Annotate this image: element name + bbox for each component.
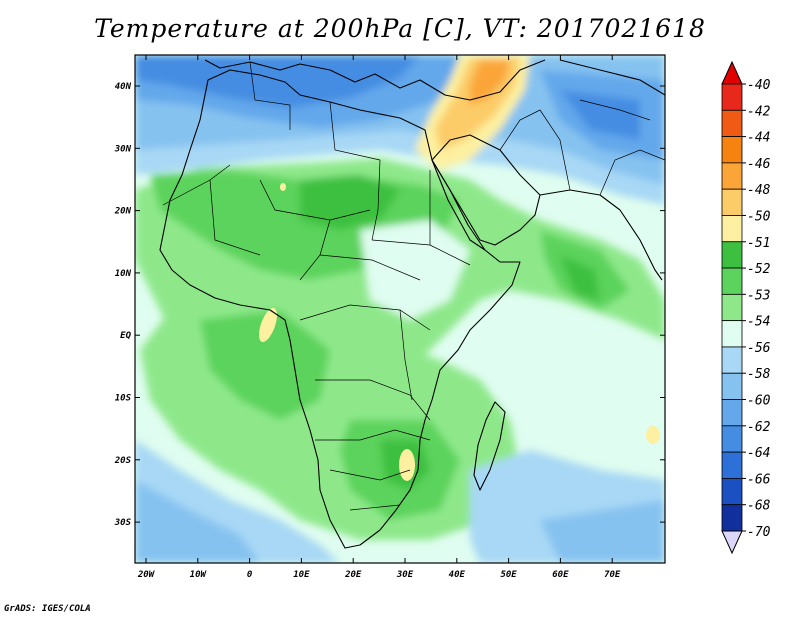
lon-label: 60E: [552, 570, 569, 580]
lon-label: 10W: [190, 570, 208, 580]
colorbar-label: -62: [747, 420, 771, 435]
lat-label: 10N: [115, 269, 132, 279]
plot-frame: [134, 54, 666, 564]
temperature-field: [135, 55, 665, 563]
colorbar-segment: [721, 451, 743, 479]
colorbar: -40 -42 -44 -46 -48 -50 -51 -52 -53 -54 -56 -58 -60 -…: [721, 60, 771, 555]
colorbar-segment: [721, 320, 743, 348]
colorbar-segment: [721, 136, 743, 164]
colorbar-segment: [721, 504, 743, 532]
lon-label: 50E: [500, 570, 517, 580]
colorbar-label: -40: [747, 78, 771, 93]
colorbar-label: -48: [747, 183, 771, 198]
colorbar-label: -64: [747, 446, 770, 461]
colorbar-label: -44: [747, 131, 770, 146]
colorbar-label: -70: [747, 525, 771, 540]
colorbar-label: -60: [747, 394, 771, 409]
colorbar-segment: [721, 478, 743, 506]
colorbar-label: -52: [747, 262, 771, 277]
colorbar-bottom-arrow: [721, 530, 743, 555]
colorbar-segment: [721, 109, 743, 137]
colorbar-segment: [721, 162, 743, 190]
colorbar-segment: [721, 215, 743, 243]
colorbar-segment: [721, 83, 743, 111]
longitude-axis: 20W 10W 0 10E 20E 30E 40E 50E 60E 70E: [137, 55, 621, 580]
colorbar-label: -46: [747, 157, 771, 172]
colorbar-segment: [721, 188, 743, 216]
latitude-axis: 40N 30N 20N 10N EQ 10S 20S 30S: [114, 82, 665, 528]
colorbar-label: -53: [747, 288, 770, 303]
colorbar-label: -58: [747, 367, 771, 382]
colorbar-label: -66: [747, 472, 771, 487]
colorbar-top-arrow: [721, 60, 743, 85]
lon-label: 30E: [396, 570, 414, 580]
lon-label: 20E: [344, 570, 362, 580]
lat-label: 10S: [115, 394, 132, 404]
colorbar-segment: [721, 425, 743, 453]
lon-label: 20W: [137, 570, 156, 580]
colorbar-segment: [721, 241, 743, 269]
map-title: Temperature at 200hPa [C], VT: 201702161…: [94, 14, 706, 43]
lon-label: 70E: [604, 570, 621, 580]
colorbar-label: -54: [747, 315, 770, 330]
colorbar-label: -56: [747, 341, 771, 356]
country-borders: [162, 61, 665, 511]
lat-label: EQ: [120, 331, 131, 341]
colorbar-label: -51: [747, 236, 770, 251]
lat-label: 30S: [114, 518, 132, 528]
lon-label: 0: [247, 570, 253, 580]
colorbar-label: -50: [747, 209, 771, 224]
colorbar-segment: [721, 293, 743, 322]
colorbar-segment: [721, 399, 743, 427]
colorbar-segment: [721, 267, 743, 295]
colorbar-segment: [721, 346, 743, 374]
colorbar-segment: [721, 372, 743, 400]
lon-label: 40E: [449, 570, 466, 580]
lon-label: 10E: [293, 570, 310, 580]
lat-label: 30N: [114, 144, 132, 154]
colorbar-label: -42: [747, 104, 771, 119]
colorbar-label: -68: [747, 499, 771, 514]
grads-credit: GrADS: IGES/COLA: [4, 604, 91, 614]
lat-label: 20N: [114, 207, 132, 217]
lat-label: 40N: [115, 82, 132, 92]
lat-label: 20S: [114, 456, 132, 466]
